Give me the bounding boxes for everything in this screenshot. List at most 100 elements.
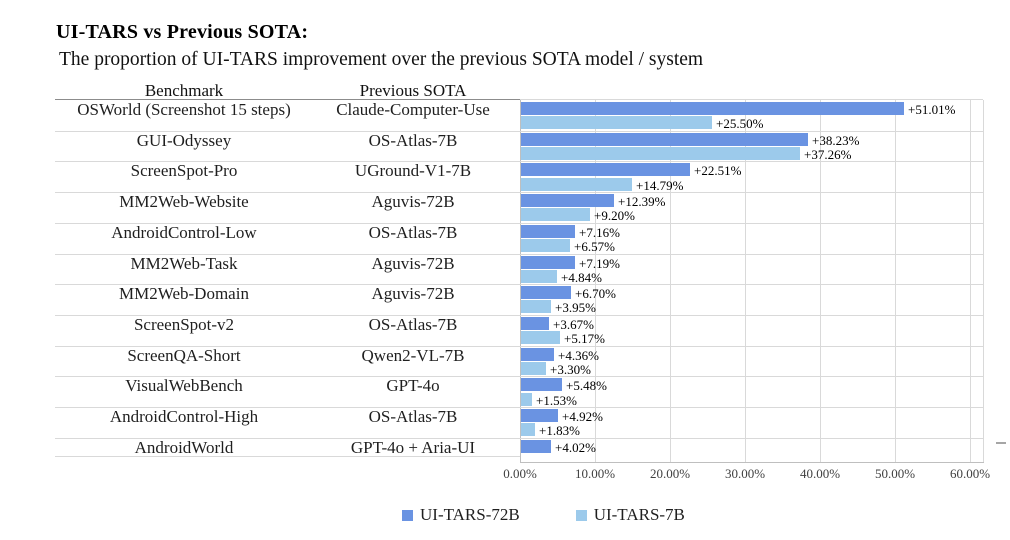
benchmark-label: ScreenSpot-Pro (130, 161, 238, 181)
bar-7b (521, 269, 557, 283)
bar-72b (521, 255, 575, 269)
previous-sota-label: GPT-4o + Aria-UI (350, 437, 476, 457)
row-separator (55, 192, 983, 194)
bar-72b (521, 194, 614, 208)
plot-right-border (983, 100, 984, 462)
bar-value-label: +38.23% (812, 132, 860, 148)
bar-72b (521, 286, 571, 300)
row-separator (55, 222, 983, 224)
row-separator (55, 407, 983, 408)
legend-item-7b: UI-TARS-7B (575, 505, 685, 525)
previous-sota-label: GPT-4o (386, 376, 440, 396)
previous-sota-label: OS-Atlas-7B (368, 130, 458, 150)
gridline (670, 100, 671, 462)
bar-value-label: +1.53% (536, 392, 577, 408)
benchmark-label: AndroidWorld (134, 437, 234, 457)
previous-sota-label: OS-Atlas-7B (368, 222, 458, 242)
legend-item-72b: UI-TARS-72B (402, 505, 520, 525)
gridline (895, 100, 896, 462)
benchmark-label: GUI-Odyssey (136, 130, 232, 150)
column-header-benchmark: Benchmark (144, 81, 224, 100)
gridline (970, 100, 971, 462)
benchmark-label: AndroidControl-Low (111, 222, 257, 242)
previous-sota-label: Claude-Computer-Use (336, 100, 490, 119)
bar-value-label: +1.83% (539, 423, 580, 439)
bar-7b (521, 300, 551, 314)
plot-top-border (520, 99, 983, 100)
x-tick-label: 60.00% (949, 466, 991, 481)
row-separator (55, 345, 983, 347)
bar-72b (521, 163, 690, 177)
benchmark-label: ScreenQA-Short (127, 345, 241, 365)
bar-72b (521, 440, 551, 454)
bar-72b (521, 132, 808, 146)
x-tick-label: 50.00% (874, 466, 916, 481)
header-underline (55, 99, 520, 100)
bar-72b (521, 347, 554, 361)
bar-7b (521, 392, 532, 406)
previous-sota-label: Aguvis-72B (371, 192, 455, 212)
bar-value-label: +6.70% (575, 286, 616, 302)
x-tick-label: 0.00% (503, 466, 537, 481)
bar-value-label: +7.16% (579, 224, 620, 240)
bar-7b (521, 239, 570, 252)
legend-label-72b: UI-TARS-72B (420, 505, 520, 524)
bar-7b (521, 146, 800, 160)
bar-value-label: +3.67% (553, 316, 594, 332)
chart-title: UI-TARS vs Previous SOTA: (56, 21, 309, 43)
bar-value-label: +4.36% (558, 347, 599, 363)
x-tick-label: 40.00% (799, 466, 841, 481)
bar-7b (521, 177, 632, 191)
bar-value-label: +4.02% (555, 440, 596, 456)
gridline (595, 100, 596, 462)
bar-7b (521, 331, 560, 345)
x-tick-label: 30.00% (724, 466, 766, 481)
bar-value-label: +4.84% (561, 269, 602, 285)
row-separator (55, 253, 983, 255)
bar-value-label: +22.51% (694, 163, 742, 179)
row-separator (55, 130, 983, 132)
legend-label-7b: UI-TARS-7B (593, 505, 685, 524)
benchmark-label: AndroidControl-High (109, 407, 259, 426)
row-separator (55, 314, 983, 316)
bar-7b (521, 116, 712, 130)
gridline (745, 100, 746, 462)
row-separator (55, 161, 983, 163)
y-axis-line (520, 100, 521, 462)
benchmark-label: MM2Web-Website (119, 192, 249, 212)
row-separator (55, 376, 983, 378)
bar-72b (521, 102, 904, 115)
bar-value-label: +6.57% (574, 239, 615, 254)
column-header-previous-sota: Previous SOTA (359, 81, 467, 100)
previous-sota-label: UGround-V1-7B (354, 161, 472, 181)
bar-value-label: +14.79% (636, 177, 684, 193)
bar-7b (521, 423, 535, 437)
bar-7b (521, 361, 546, 375)
bar-value-label: +3.95% (555, 300, 596, 316)
bar-value-label: +51.01% (908, 102, 956, 117)
row-separator (55, 437, 983, 439)
benchmark-label: OSWorld (Screenshot 15 steps) (77, 100, 291, 119)
bar-72b (521, 224, 575, 238)
bar-value-label: +3.30% (550, 361, 591, 377)
legend-swatch-7b-icon (575, 509, 587, 521)
bar-value-label: +5.48% (566, 378, 607, 394)
benchmark-label: ScreenSpot-v2 (133, 314, 235, 334)
previous-sota-label: Aguvis-72B (371, 253, 455, 273)
benchmark-label: VisualWebBench (125, 376, 243, 396)
benchmark-label: MM2Web-Task (130, 253, 238, 273)
x-tick-label: 20.00% (649, 466, 691, 481)
x-tick-label: 10.00% (574, 466, 616, 481)
bar-value-label: +12.39% (618, 194, 666, 210)
bar-72b (521, 316, 549, 330)
bar-value-label: +5.17% (564, 331, 605, 347)
previous-sota-label: OS-Atlas-7B (368, 314, 458, 334)
bar-7b (521, 208, 590, 222)
bar-value-label: +7.19% (579, 255, 620, 271)
row-separator (55, 284, 983, 286)
previous-sota-label: OS-Atlas-7B (368, 407, 458, 426)
chart-subtitle: The proportion of UI-TARS improvement ov… (59, 49, 704, 70)
x-axis-line (520, 462, 984, 463)
edge-dash-artifact (996, 442, 1006, 444)
